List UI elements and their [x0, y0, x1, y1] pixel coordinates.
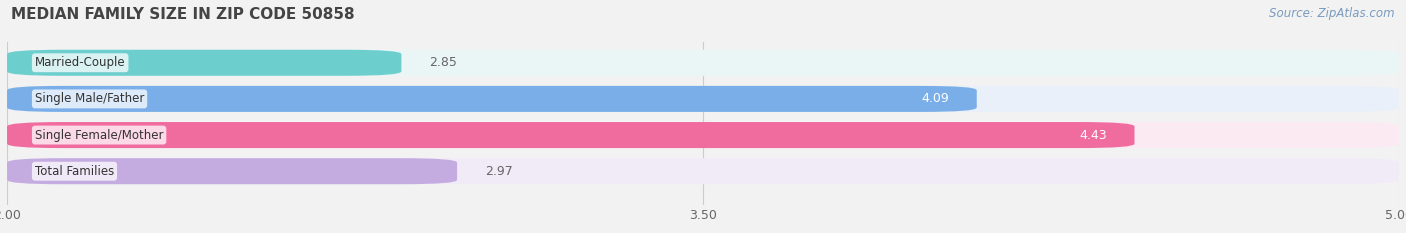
FancyBboxPatch shape	[7, 86, 1399, 112]
FancyBboxPatch shape	[7, 86, 977, 112]
Text: 2.85: 2.85	[429, 56, 457, 69]
FancyBboxPatch shape	[7, 122, 1135, 148]
Text: Married-Couple: Married-Couple	[35, 56, 125, 69]
Text: Total Families: Total Families	[35, 165, 114, 178]
Text: 4.43: 4.43	[1078, 129, 1107, 142]
Text: Single Male/Father: Single Male/Father	[35, 93, 145, 105]
FancyBboxPatch shape	[7, 122, 1399, 148]
Text: 4.09: 4.09	[921, 93, 949, 105]
Text: MEDIAN FAMILY SIZE IN ZIP CODE 50858: MEDIAN FAMILY SIZE IN ZIP CODE 50858	[11, 7, 354, 22]
FancyBboxPatch shape	[7, 50, 1399, 76]
FancyBboxPatch shape	[7, 158, 1399, 184]
Text: 2.97: 2.97	[485, 165, 513, 178]
Text: Source: ZipAtlas.com: Source: ZipAtlas.com	[1270, 7, 1395, 20]
FancyBboxPatch shape	[7, 158, 457, 184]
Text: Single Female/Mother: Single Female/Mother	[35, 129, 163, 142]
FancyBboxPatch shape	[7, 50, 402, 76]
